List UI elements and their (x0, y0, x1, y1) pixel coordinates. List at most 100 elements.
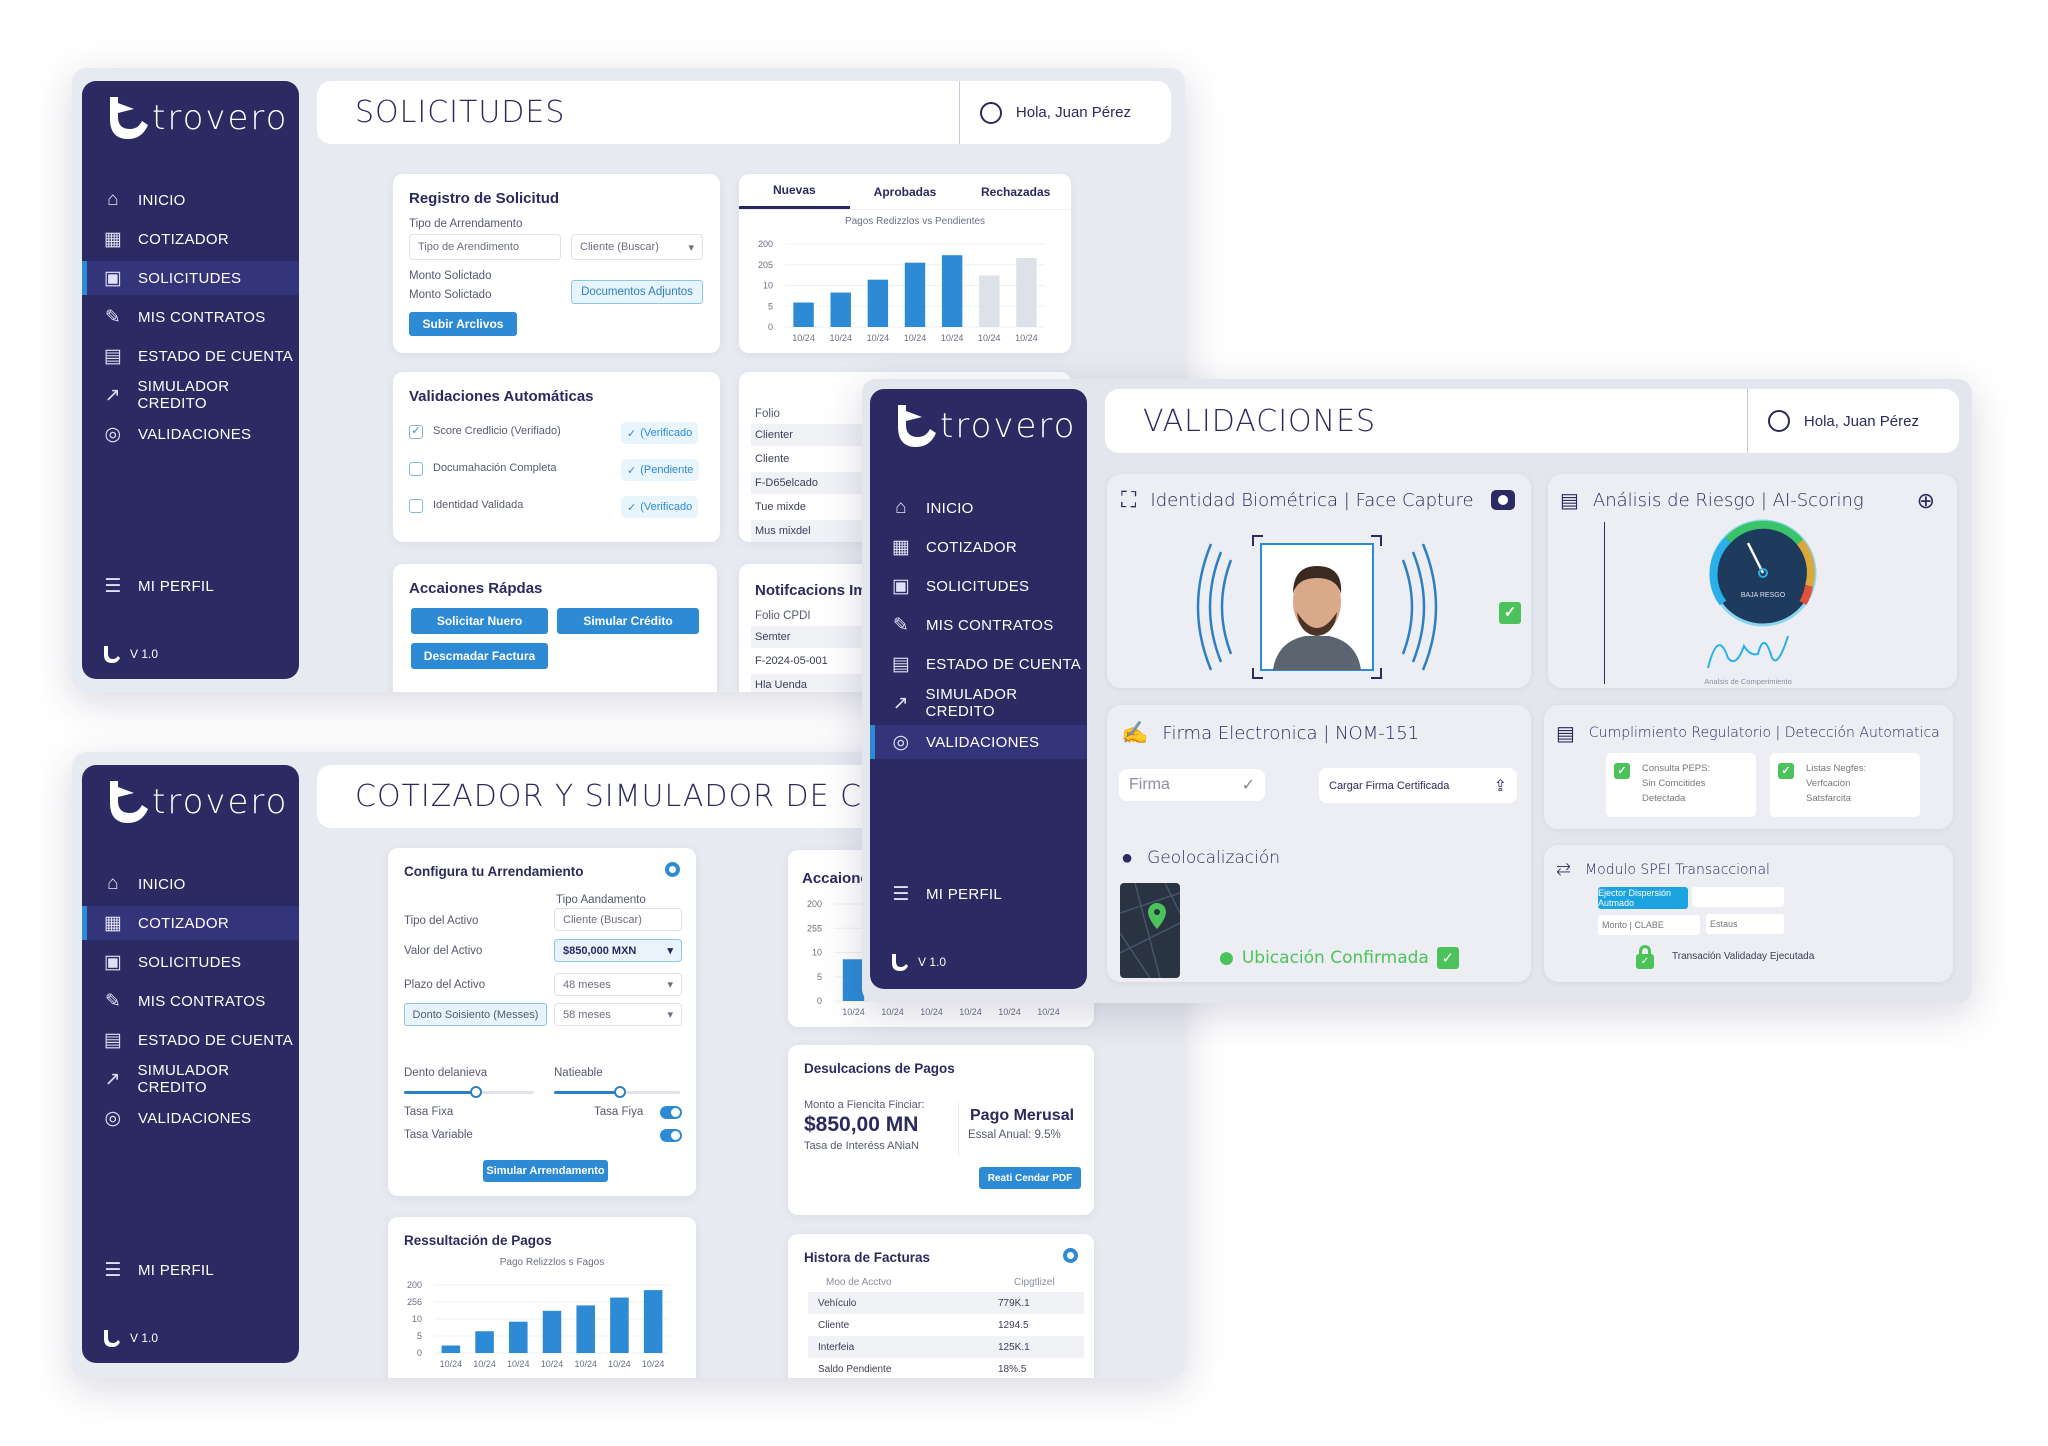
x-tick-label: 10/24 (1015, 333, 1038, 343)
valor-activo-value: $850,000 MXN (563, 944, 637, 957)
page-title: SOLICITUDES (355, 95, 566, 130)
tipo-activo-input[interactable]: Cliente (Buscar) (554, 908, 682, 931)
sidebar-item-estado-de-cuenta[interactable]: ▤ ESTADO DE CUENTA (82, 1023, 299, 1057)
table-row[interactable]: Vehículo 779K.1 (808, 1292, 1084, 1314)
map-thumbnail[interactable] (1120, 883, 1180, 978)
upload-icon: ⇪ (1493, 777, 1507, 795)
firma-input[interactable]: Firma ✓ (1119, 769, 1265, 801)
sidebar-item-mis-contratos[interactable]: ✎ MIS CONTRATOS (82, 300, 299, 334)
y-tick-label: 10 (812, 948, 822, 958)
sidebar-item-mis-contratos[interactable]: ✎ MIS CONTRATOS (870, 608, 1087, 642)
tasa-fija-toggle[interactable] (660, 1106, 682, 1119)
sidebar-item-estado-de-cuenta[interactable]: ▤ ESTADO DE CUENTA (82, 339, 299, 373)
sidebar-item-validaciones[interactable]: ◎ VALIDACIONES (82, 1101, 299, 1135)
compliance-text: Sin Comcitides (1642, 778, 1706, 789)
sidebar-item-label: COTIZADOR (138, 914, 230, 932)
settings-icon[interactable] (1063, 1248, 1078, 1263)
x-tick-label: 10/24 (867, 333, 890, 343)
resultacion-card: Ressultación de Pagos Pago Relizzlos s F… (388, 1217, 696, 1378)
tab-rechazadas[interactable]: Rechazadas (980, 184, 1051, 199)
ejecutar-dispersion-button[interactable]: Ejector Dispersión Autmado (1598, 887, 1688, 909)
table-row[interactable]: Saldo Pendiente 18%.5 (808, 1358, 1084, 1378)
card-title: Análisis de Riesgo | AI-Scoring (1592, 489, 1864, 511)
slider-handle[interactable] (469, 1086, 482, 1098)
sidebar-item-solicitudes[interactable]: ▣ SOLICITUDES (82, 261, 299, 295)
sidebar-item-mi-perfil[interactable]: ☰ MI PERFIL (82, 569, 299, 603)
sidebar-item-estado-de-cuenta[interactable]: ▤ ESTADO DE CUENTA (870, 647, 1087, 681)
plazo2-value: 58 meses (563, 1008, 611, 1021)
card-title: Modulo SPEI Transaccional (1585, 861, 1770, 878)
donto-button[interactable]: Donto Soisiento (Messes) (404, 1003, 547, 1026)
checkbox[interactable]: ✓ (409, 425, 423, 439)
request-icon: ▣ (103, 951, 123, 973)
subir-archivos-button[interactable]: Subir Arclivos (409, 312, 517, 336)
table-row[interactable]: Tue mixde (755, 501, 806, 513)
user-menu[interactable]: Hola, Juan Pérez (1746, 389, 1919, 453)
spei-status: Transación Validaday Ejecutada (1672, 951, 1815, 962)
valor-activo-label: Valor del Activo (404, 945, 483, 957)
sidebar-item-cotizador[interactable]: ▦ COTIZADOR (870, 530, 1087, 564)
sidebar-item-solicitudes[interactable]: ▣ SOLICITUDES (82, 945, 299, 979)
valor-activo-select[interactable]: $850,000 MXN ▾ (554, 939, 682, 962)
sidebar-item-inicio[interactable]: ⌂ INICIO (870, 491, 1087, 525)
table-row[interactable]: Cliente (755, 453, 790, 465)
plazo2-select[interactable]: 58 meses ▾ (554, 1003, 682, 1026)
logo[interactable]: trovero (892, 403, 1076, 449)
sidebar-item-validaciones[interactable]: ◎ VALIDACIONES (82, 417, 299, 451)
slider2[interactable] (554, 1086, 680, 1098)
cargar-firma-button[interactable]: Cargar Firma Certificada ⇪ (1319, 768, 1517, 803)
sidebar-item-validaciones[interactable]: ◎ VALIDACIONES (870, 725, 1087, 759)
monto-clabe-input[interactable]: Monto | CLABE (1598, 915, 1700, 935)
estatus-input[interactable]: Estaus (1706, 914, 1784, 934)
logo[interactable]: trovero (104, 779, 288, 825)
sidebar-item-solicitudes[interactable]: ▣ SOLICITUDES (870, 569, 1087, 603)
simular-arrendamento-button[interactable]: Simular Arrendamento (483, 1160, 608, 1182)
solicitar-nuevo-button[interactable]: Solicitar Nuero (411, 608, 548, 634)
report-icon: ▤ (1556, 721, 1575, 745)
tasa-variable-toggle[interactable] (660, 1129, 682, 1142)
sidebar-item-cotizador[interactable]: ▦ COTIZADOR (82, 906, 299, 940)
plazo-select[interactable]: 48 meses ▾ (554, 973, 682, 996)
tab-nuevas[interactable]: Nuevas (739, 174, 850, 209)
face-scan-icon: ◎ (104, 423, 122, 445)
sidebar-item-cotizador[interactable]: ▦ COTIZADOR (82, 222, 299, 256)
sidebar-item-label: MI PERFIL (926, 885, 1003, 903)
tipo-input[interactable]: Tipo de Arendimento (409, 234, 561, 260)
table-row[interactable]: F-2024-05-001 (755, 655, 828, 667)
location-pin-icon: ● (1121, 845, 1134, 869)
settings-icon[interactable] (665, 862, 680, 877)
logo[interactable]: trovero (104, 95, 288, 141)
checkbox[interactable] (409, 462, 423, 476)
check-circle-icon: ✓ (627, 464, 637, 477)
sidebar-item-simulador-credito[interactable]: ↗ SIMULADOR CREDITO (82, 378, 299, 412)
pdf-button[interactable]: Reati Cendar PDF (979, 1167, 1081, 1189)
globe-icon[interactable]: ⊕ (1916, 488, 1935, 513)
sidebar-item-inicio[interactable]: ⌂ INICIO (82, 183, 299, 217)
profile-icon: ☰ (104, 1259, 122, 1281)
sidebar-item-simulador-credito[interactable]: ↗ SIMULADOR CREDITO (82, 1062, 299, 1096)
calculator-icon: ▦ (103, 228, 123, 250)
sidebar-item-inicio[interactable]: ⌂ INICIO (82, 867, 299, 901)
slider-handle[interactable] (613, 1086, 626, 1098)
sidebar-item-label: VALIDACIONES (926, 733, 1040, 751)
simular-credito-button[interactable]: Simular Crédito (557, 608, 699, 634)
table-row[interactable]: Interfeia 125K.1 (808, 1336, 1084, 1358)
card-title: Identidad Biométrica | Face Capture (1150, 490, 1474, 511)
descargar-factura-button[interactable]: Descmadar Factura (411, 643, 548, 669)
tab-aprobadas[interactable]: Aprobadas (873, 184, 937, 199)
spei-input[interactable] (1692, 887, 1784, 907)
user-menu[interactable]: Hola, Juan Pérez (958, 81, 1131, 144)
slider1[interactable] (404, 1086, 534, 1098)
sidebar-item-mi-perfil[interactable]: ☰ MI PERFIL (82, 1253, 299, 1287)
camera-icon[interactable] (1491, 490, 1515, 510)
sidebar-item-mi-perfil[interactable]: ☰ MI PERFIL (870, 877, 1087, 911)
sidebar-item-simulador-credito[interactable]: ↗ SIMULADOR CREDITO (870, 686, 1087, 720)
sidebar-item-mis-contratos[interactable]: ✎ MIS CONTRATOS (82, 984, 299, 1018)
cell: 1294.5 (998, 1319, 1029, 1331)
status-text: (Pendiente (640, 464, 694, 476)
checkbox[interactable] (409, 499, 423, 513)
table-row[interactable]: Cliente 1294.5 (808, 1314, 1084, 1336)
cliente-select[interactable]: Cliente (Buscar) ▾ (571, 234, 703, 260)
documentos-adjuntos-button[interactable]: Documentos Adjuntos (571, 280, 703, 304)
ubicacion-status: ● Ubicación Confirmada ✓ (1219, 947, 1459, 969)
